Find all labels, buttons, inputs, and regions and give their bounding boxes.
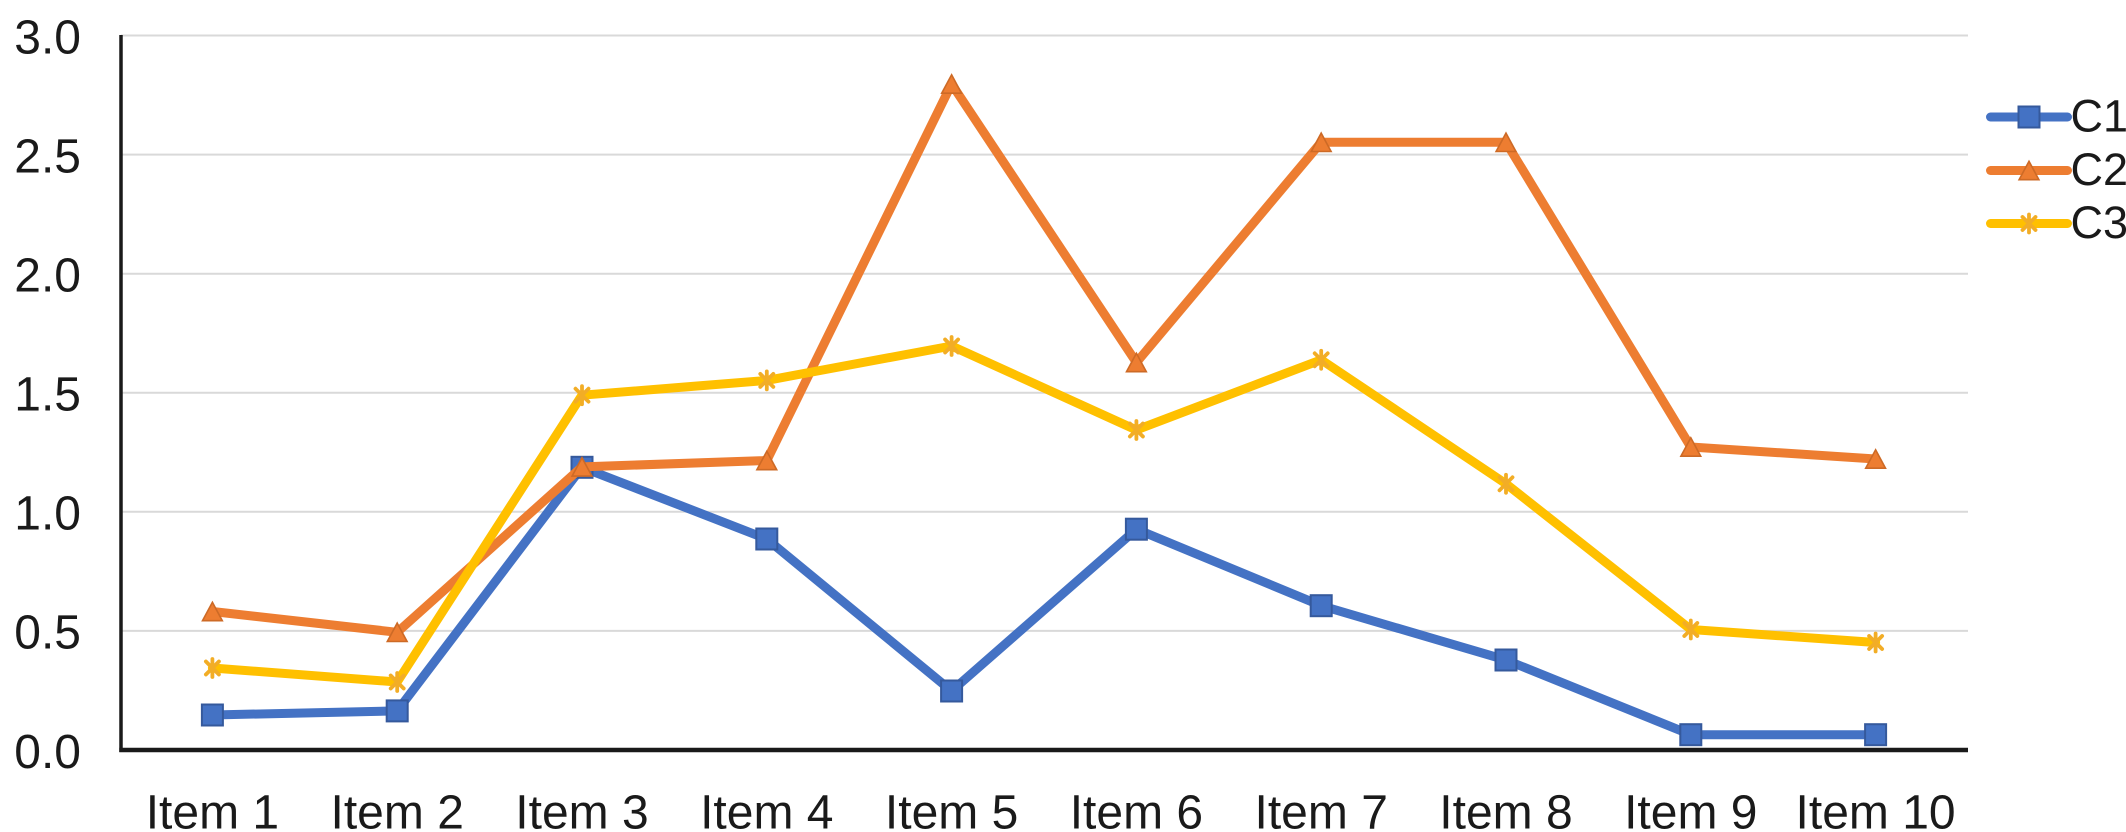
svg-text:Item 7: Item 7 [1255,787,1388,832]
svg-text:C2: C2 [2071,144,2126,195]
svg-text:1.0: 1.0 [14,488,81,541]
svg-text:Item 6: Item 6 [1070,787,1203,832]
svg-text:Item 8: Item 8 [1439,787,1572,832]
svg-text:Item 5: Item 5 [885,787,1018,832]
svg-text:Item 9: Item 9 [1624,787,1757,832]
svg-text:Item 2: Item 2 [331,787,464,832]
svg-text:1.5: 1.5 [14,369,81,422]
svg-text:0.0: 0.0 [14,726,81,779]
svg-text:Item 3: Item 3 [515,787,648,832]
svg-text:C1: C1 [2071,90,2126,141]
svg-text:Item 4: Item 4 [700,787,833,832]
svg-text:Item 1: Item 1 [146,787,279,832]
svg-text:Item 10: Item 10 [1796,787,1956,832]
svg-text:3.0: 3.0 [14,11,81,64]
svg-text:0.5: 0.5 [14,607,81,660]
svg-text:2.5: 2.5 [14,130,81,183]
svg-text:C3: C3 [2071,197,2126,248]
svg-text:2.0: 2.0 [14,250,81,303]
